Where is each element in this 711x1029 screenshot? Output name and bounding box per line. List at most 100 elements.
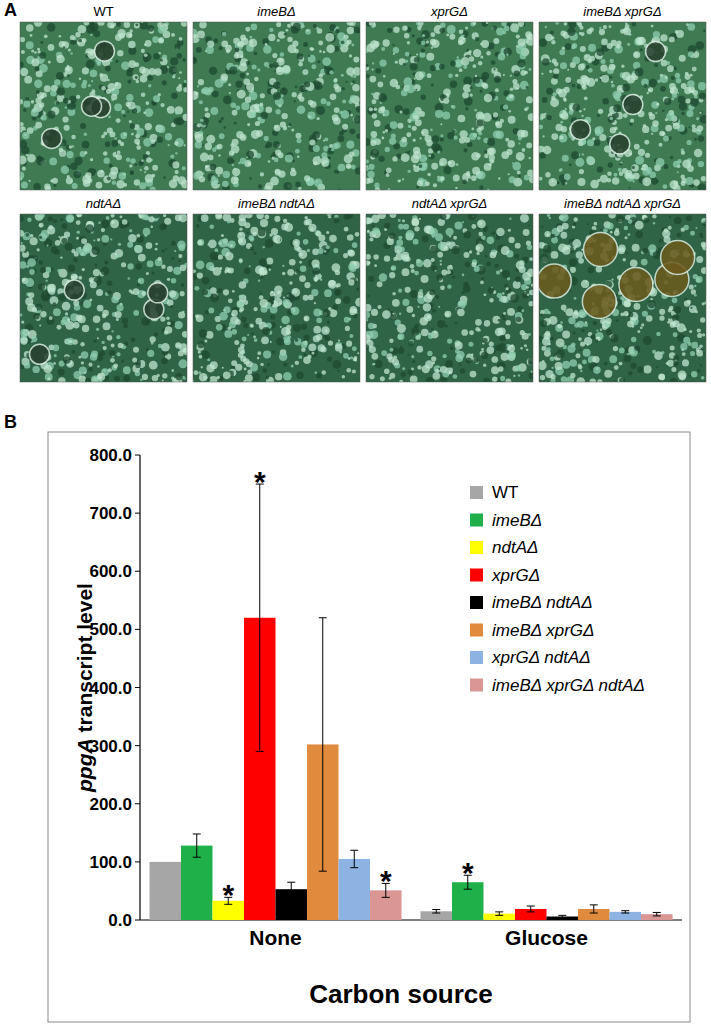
texture — [452, 105, 456, 109]
texture — [489, 163, 492, 166]
texture — [126, 158, 131, 163]
texture — [23, 108, 27, 112]
texture — [305, 29, 311, 35]
texture — [66, 177, 73, 184]
texture — [127, 80, 131, 84]
texture — [542, 58, 549, 65]
droplet — [94, 41, 114, 61]
texture — [134, 179, 140, 185]
texture — [265, 182, 273, 190]
texture — [697, 125, 704, 132]
texture — [152, 272, 155, 275]
texture — [413, 151, 421, 159]
texture — [443, 166, 451, 174]
texture — [371, 131, 378, 138]
texture — [430, 39, 436, 45]
texture — [471, 175, 477, 181]
texture — [346, 22, 353, 26]
texture — [311, 64, 316, 69]
texture — [235, 81, 242, 88]
texture — [120, 142, 124, 146]
texture — [93, 169, 96, 172]
texture — [48, 377, 51, 380]
texture — [479, 90, 482, 93]
texture — [31, 58, 39, 66]
texture — [39, 157, 43, 161]
texture — [115, 60, 118, 63]
texture — [484, 163, 492, 171]
texture — [572, 43, 577, 48]
texture — [392, 156, 397, 161]
texture — [366, 165, 368, 168]
texture — [67, 338, 75, 346]
texture — [81, 238, 87, 244]
texture — [65, 106, 68, 109]
texture — [678, 96, 686, 104]
texture — [321, 98, 327, 104]
texture — [313, 156, 322, 165]
texture — [111, 94, 117, 100]
texture — [71, 350, 75, 354]
texture — [490, 159, 494, 163]
texture — [342, 87, 345, 90]
texture — [20, 337, 27, 344]
texture — [317, 60, 320, 63]
texture — [20, 62, 24, 68]
texture — [486, 51, 491, 56]
texture — [111, 140, 118, 147]
texture — [370, 149, 379, 158]
texture — [164, 218, 171, 225]
texture — [182, 331, 187, 337]
texture — [369, 107, 373, 111]
texture — [553, 68, 559, 74]
texture — [298, 62, 303, 67]
texture — [107, 280, 112, 285]
texture — [60, 218, 63, 221]
texture — [62, 41, 69, 48]
texture — [69, 145, 72, 148]
texture — [491, 60, 496, 65]
texture — [476, 119, 483, 126]
texture — [408, 125, 411, 128]
texture — [643, 84, 647, 88]
texture — [569, 163, 572, 166]
texture — [256, 130, 263, 137]
texture — [512, 79, 517, 84]
texture — [75, 32, 80, 37]
texture — [498, 177, 500, 179]
texture — [402, 178, 404, 180]
texture — [256, 108, 260, 112]
texture — [610, 127, 616, 133]
texture — [230, 102, 236, 108]
texture — [663, 184, 668, 189]
texture — [70, 83, 76, 89]
texture — [645, 153, 650, 158]
texture — [96, 328, 99, 331]
texture — [355, 167, 360, 174]
texture — [633, 180, 635, 182]
texture — [600, 64, 607, 71]
texture — [181, 22, 187, 27]
texture — [555, 124, 562, 131]
texture — [31, 49, 34, 52]
texture — [559, 49, 565, 55]
texture — [685, 74, 691, 80]
texture — [175, 152, 177, 154]
texture — [83, 300, 92, 309]
texture — [366, 74, 370, 78]
texture — [90, 34, 92, 36]
texture — [699, 92, 706, 99]
texture — [665, 76, 668, 79]
texture — [158, 38, 164, 44]
texture — [76, 95, 80, 99]
texture — [632, 22, 637, 26]
texture — [235, 47, 240, 52]
texture — [332, 143, 338, 149]
texture — [653, 31, 660, 38]
texture — [383, 114, 385, 116]
texture — [518, 175, 521, 178]
texture — [127, 111, 129, 113]
texture — [20, 122, 24, 127]
texture — [103, 346, 107, 350]
texture — [594, 140, 601, 147]
